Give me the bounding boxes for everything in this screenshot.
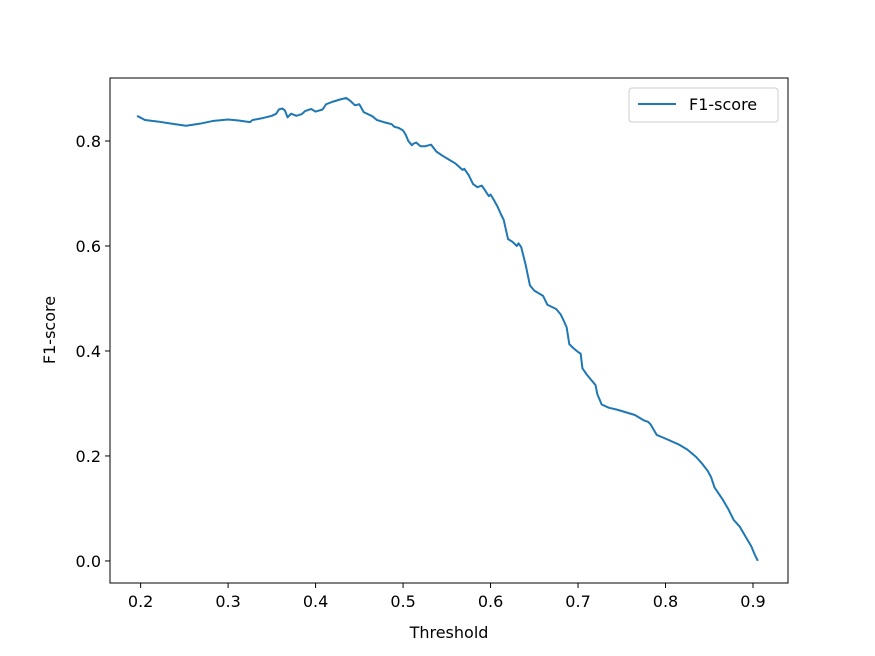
legend: F1-score [628, 87, 779, 123]
x-tick-label: 0.3 [215, 592, 240, 611]
x-axis-ticks: 0.2 0.3 0.4 0.5 0.6 0.7 0.8 0.9 [128, 583, 766, 611]
y-tick-label: 0.8 [76, 132, 101, 151]
y-axis-ticks: 0.0 0.2 0.4 0.6 0.8 [76, 132, 110, 571]
y-axis-label: F1-score [40, 296, 59, 364]
y-tick-label: 0.2 [76, 447, 101, 466]
x-tick-label: 0.7 [565, 592, 590, 611]
legend-label-f1-score: F1-score [689, 95, 757, 114]
x-tick-label: 0.5 [390, 592, 415, 611]
y-tick-label: 0.4 [76, 342, 101, 361]
x-tick-label: 0.4 [303, 592, 328, 611]
series-line-f1-score [136, 96, 759, 562]
axes-frame [109, 77, 789, 584]
x-tick-label: 0.2 [128, 592, 153, 611]
x-axis-label: Threshold [409, 623, 489, 642]
plot-area: 0.2 0.3 0.4 0.5 0.6 0.7 0.8 0.9 0.0 0.2 0.4 0.6 0.8 [76, 77, 789, 611]
y-tick-label: 0.0 [76, 552, 101, 571]
series-layer [136, 96, 759, 562]
x-tick-label: 0.9 [740, 592, 765, 611]
legend-box [628, 87, 779, 123]
y-tick-label: 0.6 [76, 237, 101, 256]
x-tick-label: 0.6 [478, 592, 503, 611]
x-tick-label: 0.8 [653, 592, 678, 611]
